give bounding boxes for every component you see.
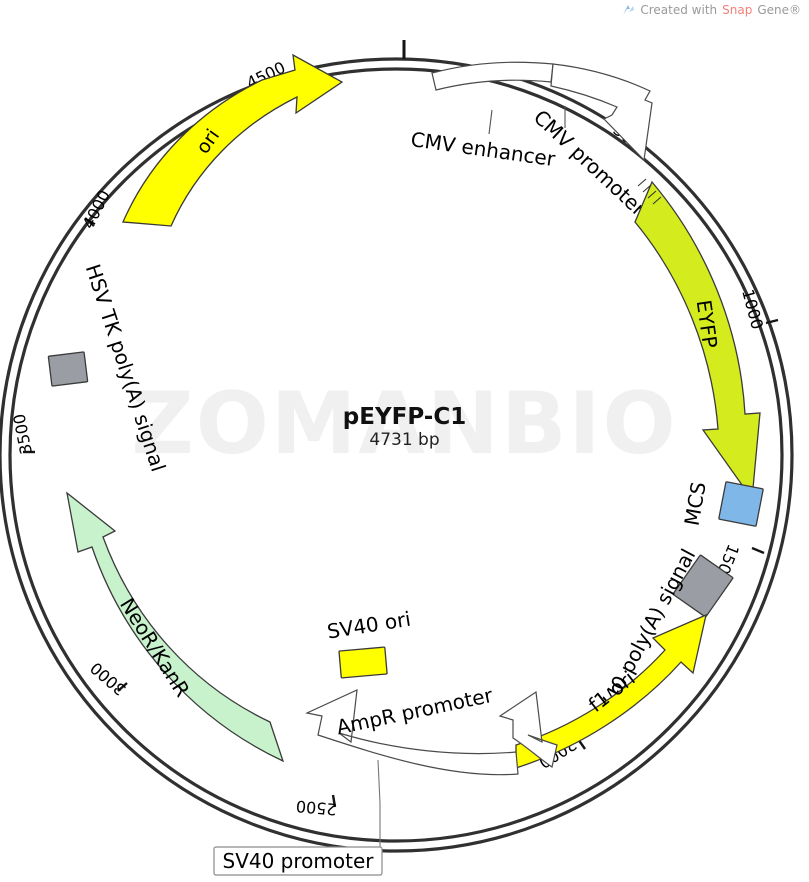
eyfp-tail-hatching	[637, 178, 662, 205]
feature-mcs[interactable]: MCS	[679, 480, 764, 527]
feature-ampr-promoter[interactable]: AmpR promoter	[305, 683, 519, 776]
ruler-tick-label: 2500	[295, 796, 337, 818]
feature-label-ampr-promoter: AmpR promoter	[334, 683, 495, 740]
snapgene-logo-icon	[622, 4, 635, 17]
plasmid-name: pEYFP-C1	[342, 404, 467, 430]
feature-hsv-tk-polya-signal[interactable]: HSV TK poly(A) signal	[47, 261, 171, 475]
feature-label-sv40-ori: SV40 ori	[325, 607, 412, 644]
plasmid-size: 4731 bp	[369, 430, 440, 450]
feature-label-hsv-tk-polya-signal: HSV TK poly(A) signal	[81, 261, 171, 474]
ruler-tick-label: 3500	[10, 412, 36, 456]
feature-label-sv40-promoter: SV40 promoter	[223, 849, 375, 873]
ruler-tick-label: 1000	[738, 287, 767, 331]
feature-label-cmv-enhancer: CMV enhancer	[409, 127, 557, 171]
feature-label-mcs: MCS	[679, 480, 710, 527]
attribution-brand-gene: Gene®	[757, 3, 801, 17]
feature-eyfp[interactable]: EYFP	[634, 178, 761, 501]
attribution-brand-snap: Snap	[722, 3, 753, 17]
ruler-tick-3500: 3500	[10, 412, 36, 456]
attribution-prefix: Created with	[640, 3, 718, 17]
sv40-promoter-leader	[377, 759, 381, 849]
plasmid-backbone	[0, 57, 794, 853]
snapgene-attribution: Created with Snap Gene®	[622, 3, 801, 17]
feature-cmv-promoter[interactable]	[550, 63, 653, 162]
cmv-enhancer-leader	[488, 109, 493, 135]
feature-ori[interactable]: ori	[122, 53, 344, 227]
ruler-tick-2500: 2500	[295, 794, 337, 819]
feature-sv40-promoter[interactable]	[498, 690, 558, 768]
zomanbio-watermark: ZOMANBIO	[131, 374, 678, 474]
feature-sv40-ori[interactable]: SV40 ori	[325, 607, 412, 679]
sv40-promoter-callout[interactable]: SV40 promoter	[213, 846, 383, 876]
feature-neor-kanr[interactable]: NeoR/KanR	[66, 491, 285, 763]
ruler-tick-1000: 1000	[738, 287, 779, 331]
